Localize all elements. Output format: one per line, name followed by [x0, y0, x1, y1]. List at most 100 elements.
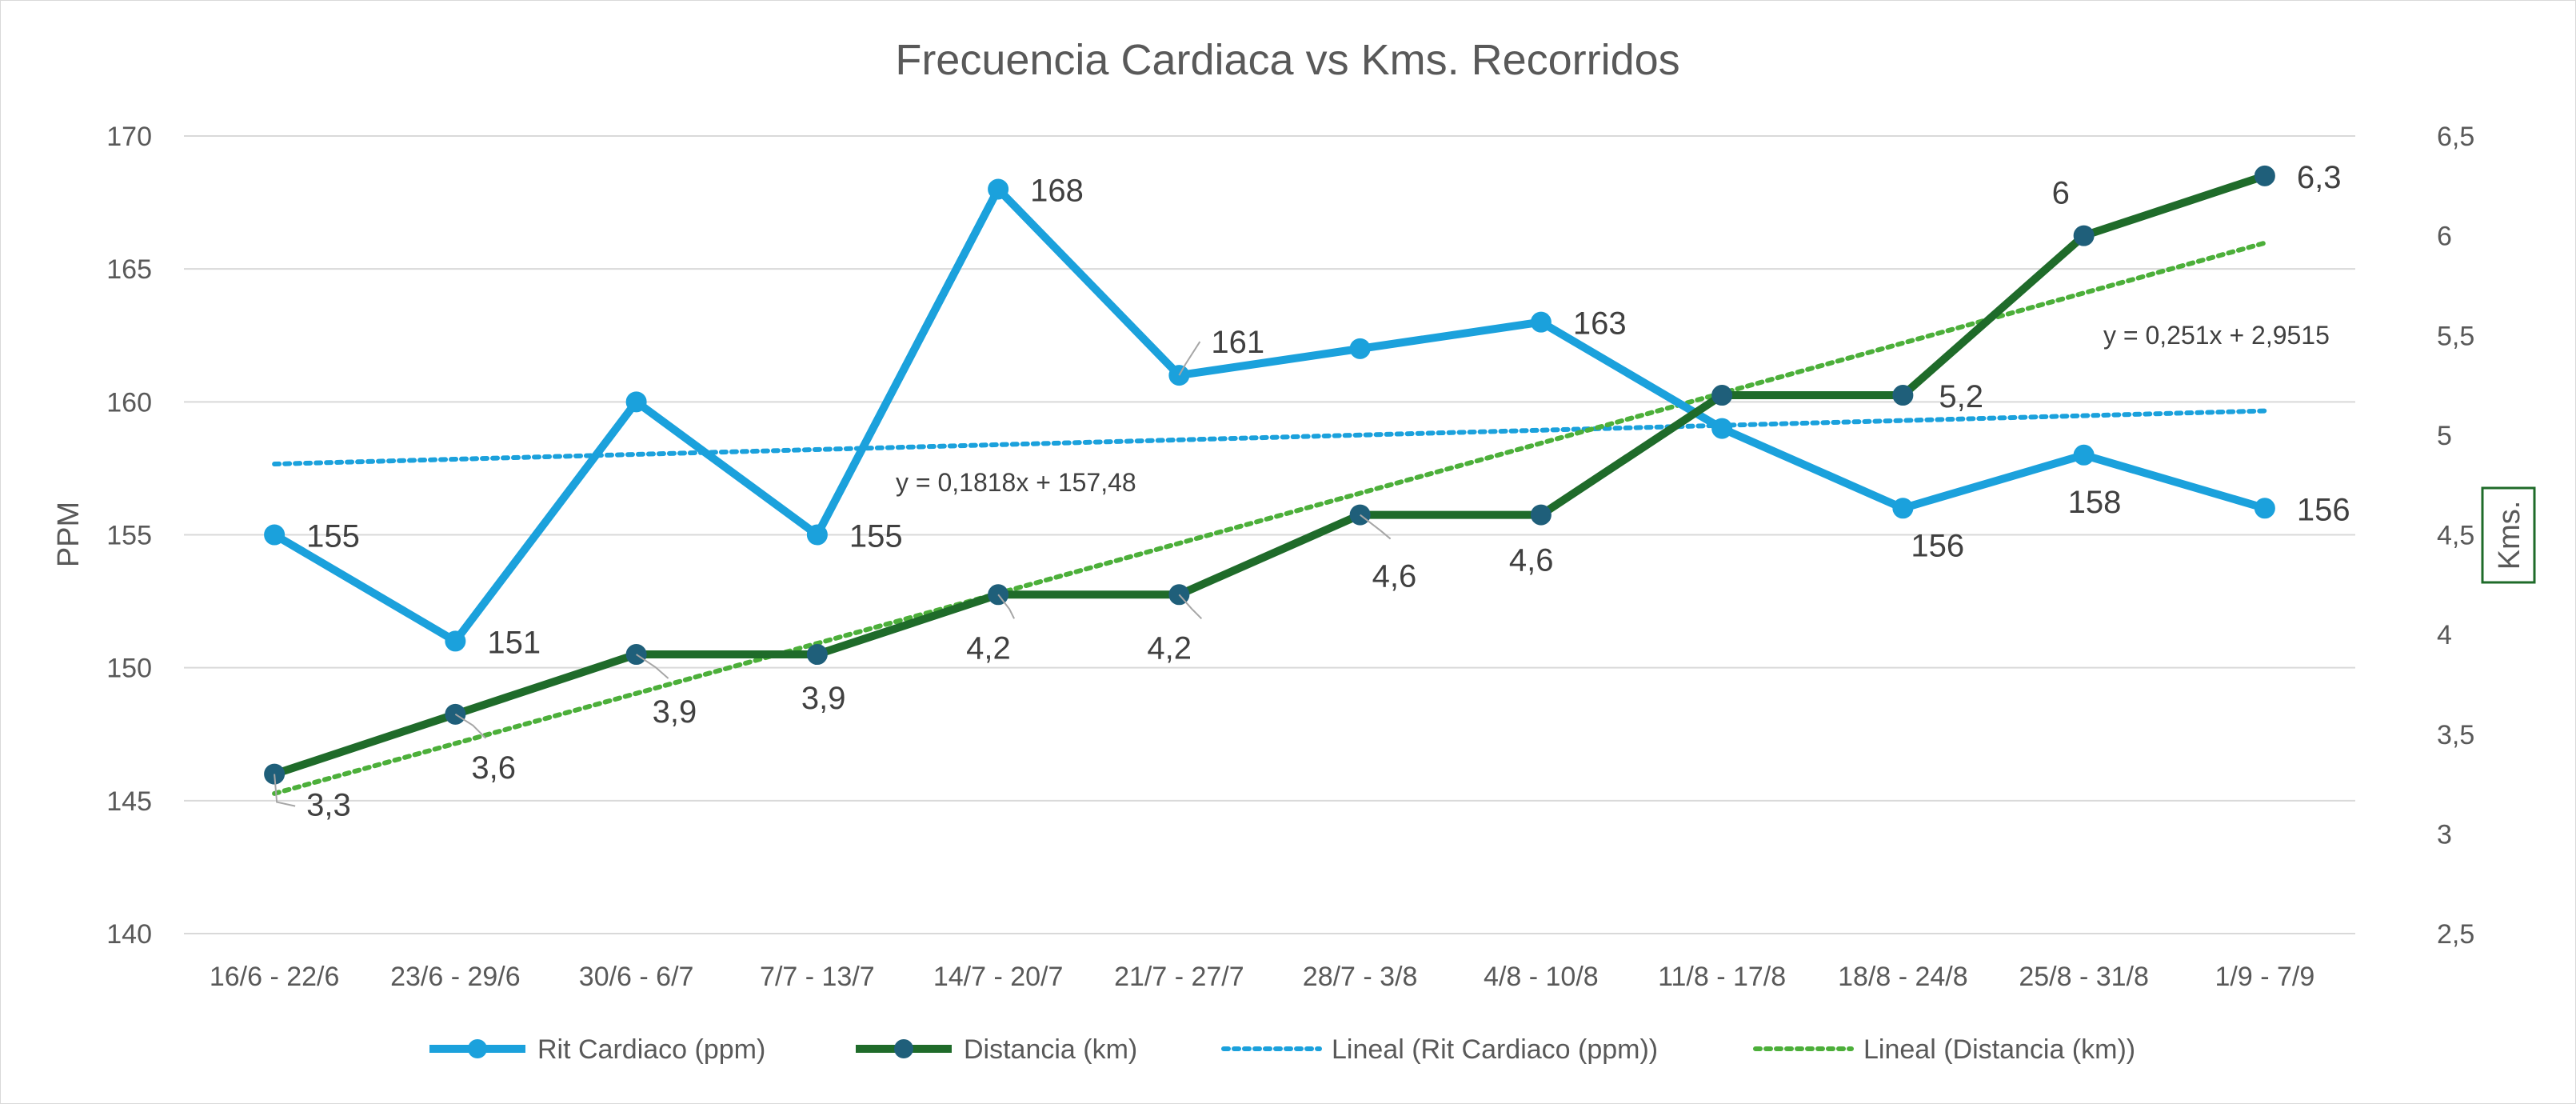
data-label: 4,2 — [1147, 630, 1192, 666]
legend-item: Lineal (Rit Cardiaco (ppm)) — [1221, 1034, 1658, 1065]
label-leader-line — [997, 594, 1016, 619]
x-tick-label: 30/6 - 6/7 — [579, 962, 694, 992]
label-leader-line — [454, 713, 487, 739]
x-tick-label: 16/6 - 22/6 — [210, 962, 340, 992]
x-tick-label: 4/8 - 10/8 — [1484, 962, 1599, 992]
label-leader-line — [636, 654, 669, 679]
y2-tick-label: 6 — [2437, 222, 2452, 252]
y-axis-ticks: 140 145 150 155 160 165 170 — [106, 122, 152, 950]
data-point — [988, 178, 1009, 200]
y-tick-label: 160 — [106, 387, 152, 418]
y2-tick-label: 3 — [2437, 819, 2452, 850]
data-point — [806, 524, 828, 546]
data-label: 4,6 — [1372, 559, 1417, 594]
series-line-2 — [270, 171, 2269, 778]
x-tick-label: 1/9 - 7/9 — [2215, 962, 2315, 992]
data-point — [264, 524, 286, 546]
data-point — [2254, 498, 2275, 519]
trendline-equation: y = 0,1818x + 157,48 — [896, 468, 1136, 497]
legend-label: Distancia (km) — [964, 1034, 1137, 1065]
data-point — [1892, 385, 1914, 406]
data-label: 3,3 — [306, 788, 351, 823]
legend-item: Rit Cardiaco (ppm) — [429, 1034, 765, 1065]
x-tick-label: 28/7 - 3/8 — [1303, 962, 1418, 992]
data-point — [2254, 165, 2275, 186]
data-label: 4,2 — [966, 630, 1011, 666]
data-label: 4,6 — [1509, 543, 1554, 578]
label-leader-line — [1178, 594, 1203, 619]
data-point — [1711, 385, 1733, 406]
x-tick-label: 11/8 - 17/8 — [1658, 962, 1786, 992]
data-label: 5,2 — [1939, 379, 1983, 414]
y-tick-label: 150 — [106, 654, 152, 684]
y2-axis-title-box: Kms. — [2481, 486, 2536, 584]
data-label: 163 — [1573, 306, 1627, 342]
y-tick-label: 170 — [106, 122, 152, 152]
data-label: 156 — [1911, 528, 1964, 563]
data-point — [1530, 311, 1552, 333]
data-point — [625, 391, 647, 413]
label-leader-line — [274, 774, 296, 807]
data-label: 6,3 — [2297, 160, 2342, 195]
x-tick-label: 14/7 - 20/7 — [933, 962, 1064, 992]
y2-tick-label: 2,5 — [2437, 919, 2474, 950]
y2-axis-title: Kms. — [2493, 501, 2526, 570]
data-label: 155 — [849, 519, 903, 554]
x-tick-label: 23/6 - 29/6 — [390, 962, 521, 992]
data-point — [2073, 444, 2095, 466]
x-tick-label: 7/7 - 13/7 — [760, 962, 875, 992]
x-axis-ticks: 16/6 - 22/6 23/6 - 29/6 30/6 - 6/7 7/7 - 13… — [210, 962, 2314, 992]
data-label: 6 — [2052, 176, 2070, 211]
data-label: 161 — [1211, 325, 1264, 360]
legend-label: Rit Cardiaco (ppm) — [537, 1034, 765, 1065]
data-label: 158 — [2068, 485, 2122, 520]
y-tick-label: 140 — [106, 919, 152, 950]
data-label: 155 — [306, 519, 360, 554]
data-label: 156 — [2297, 492, 2350, 527]
trendline-1 — [272, 408, 2267, 467]
y2-tick-label: 5,5 — [2437, 321, 2474, 351]
label-leader-line — [1178, 341, 1201, 376]
y2-tick-label: 4 — [2437, 620, 2452, 650]
data-label: 168 — [1030, 173, 1084, 208]
data-label: 3,9 — [801, 681, 846, 716]
legend: Rit Cardiaco (ppm) Distancia (km) Lineal (… — [429, 1034, 2135, 1065]
data-label: 3,9 — [653, 694, 697, 730]
data-label: 151 — [487, 625, 541, 660]
y2-tick-label: 3,5 — [2437, 720, 2474, 750]
legend-marker — [468, 1039, 487, 1058]
data-point — [1530, 504, 1552, 526]
series — [264, 165, 2275, 785]
data-label: 3,6 — [471, 750, 516, 786]
data-point — [445, 630, 466, 652]
y2-tick-label: 4,5 — [2437, 521, 2474, 551]
x-tick-label: 18/8 - 24/8 — [1838, 962, 1968, 992]
gridlines — [184, 135, 2355, 934]
legend-marker — [894, 1039, 913, 1058]
y-tick-label: 165 — [106, 254, 152, 285]
legend-item: Distancia (km) — [856, 1034, 1137, 1065]
x-tick-label: 21/7 - 27/7 — [1114, 962, 1244, 992]
data-point — [1892, 498, 1914, 519]
data-point — [806, 644, 828, 666]
y-axis-title: PPM — [52, 502, 86, 567]
data-point — [2073, 225, 2095, 246]
y2-tick-label: 6,5 — [2437, 122, 2474, 152]
data-point — [1711, 418, 1733, 439]
y2-tick-label: 5 — [2437, 421, 2452, 451]
trendlines — [272, 240, 2267, 796]
label-leader-line — [1360, 514, 1392, 540]
trendline-2 — [272, 240, 2267, 796]
legend-label: Lineal (Distancia (km)) — [1863, 1034, 2135, 1065]
legend-label: Lineal (Rit Cardiaco (ppm)) — [1332, 1034, 1658, 1065]
data-labels: y = 0,1818x + 157,48 y = 0,251x + 2,9515 1… — [274, 160, 2350, 823]
data-point — [1349, 338, 1371, 359]
trendline-equation: y = 0,251x + 2,9515 — [2103, 321, 2330, 350]
chart-title: Frecuencia Cardiaca vs Kms. Recorridos — [895, 36, 1679, 84]
x-tick-label: 25/8 - 31/8 — [2019, 962, 2149, 992]
y2-axis-ticks: 2,5 3 3,5 4 4,5 5 5,5 6 6,5 — [2437, 122, 2474, 950]
y-tick-label: 155 — [106, 521, 152, 551]
series-line-1 — [270, 185, 2269, 646]
